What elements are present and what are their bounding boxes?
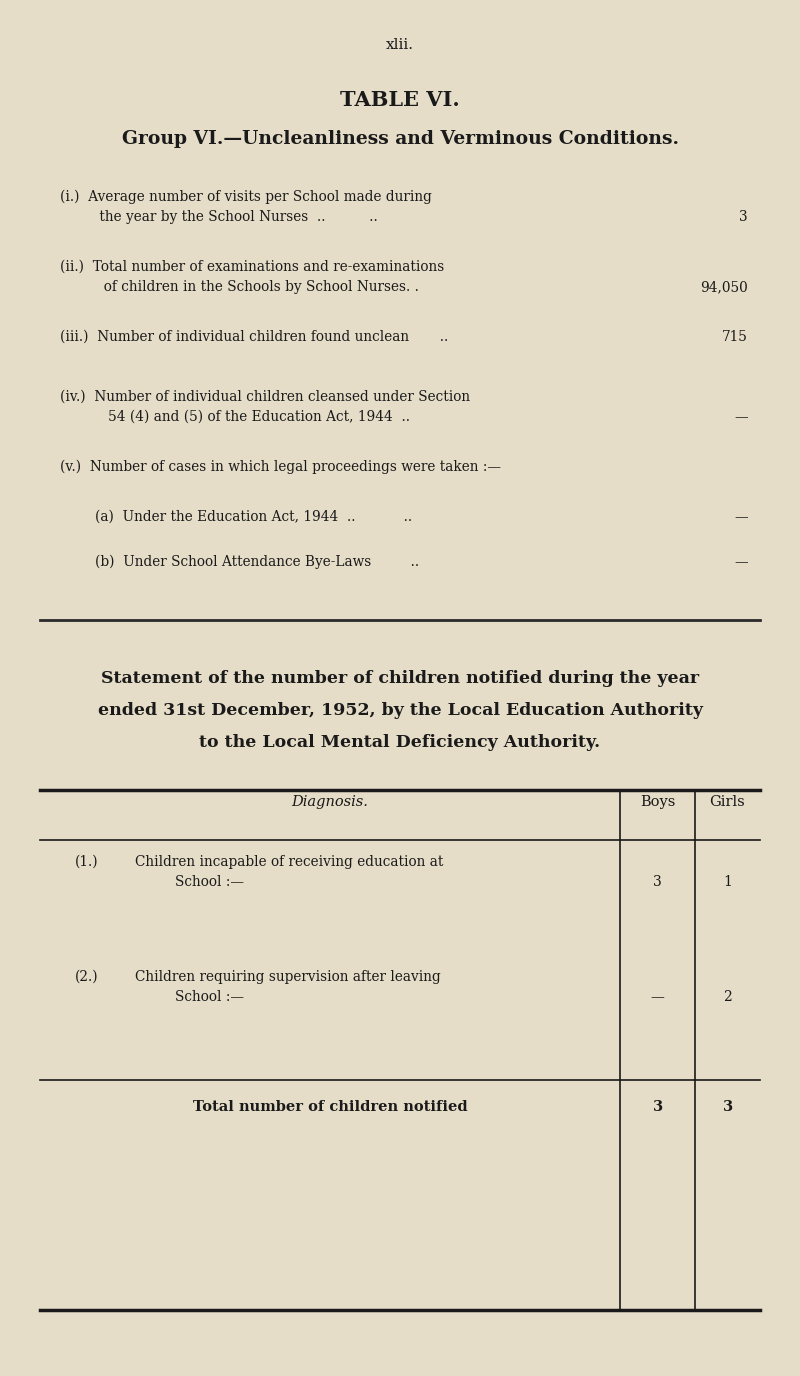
Text: —: — bbox=[650, 989, 665, 1004]
Text: School :—: School :— bbox=[175, 989, 244, 1004]
Text: of children in the Schools by School Nurses. .: of children in the Schools by School Nur… bbox=[60, 279, 419, 294]
Text: (v.)  Number of cases in which legal proceedings were taken :—: (v.) Number of cases in which legal proc… bbox=[60, 460, 501, 475]
Text: to the Local Mental Deficiency Authority.: to the Local Mental Deficiency Authority… bbox=[199, 733, 601, 751]
Text: Diagnosis.: Diagnosis. bbox=[291, 795, 369, 809]
Text: Girls: Girls bbox=[710, 795, 746, 809]
Text: Boys: Boys bbox=[640, 795, 675, 809]
Text: Children requiring supervision after leaving: Children requiring supervision after lea… bbox=[135, 970, 441, 984]
Text: 3: 3 bbox=[739, 211, 748, 224]
Text: ended 31st December, 1952, by the Local Education Authority: ended 31st December, 1952, by the Local … bbox=[98, 702, 702, 720]
Text: the year by the School Nurses  ..          ..: the year by the School Nurses .. .. bbox=[60, 211, 378, 224]
Text: Total number of children notified: Total number of children notified bbox=[193, 1099, 467, 1115]
Text: —: — bbox=[734, 510, 748, 524]
Text: (1.): (1.) bbox=[75, 854, 98, 870]
Text: (a)  Under the Education Act, 1944  ..           ..: (a) Under the Education Act, 1944 .. .. bbox=[60, 510, 412, 524]
Text: Statement of the number of children notified during the year: Statement of the number of children noti… bbox=[101, 670, 699, 687]
Text: 715: 715 bbox=[722, 330, 748, 344]
Text: 3: 3 bbox=[653, 875, 662, 889]
Text: (b)  Under School Attendance Bye-Laws         ..: (b) Under School Attendance Bye-Laws .. bbox=[60, 555, 419, 570]
Text: TABLE VI.: TABLE VI. bbox=[340, 89, 460, 110]
Text: xlii.: xlii. bbox=[386, 39, 414, 52]
Text: (i.)  Average number of visits per School made during: (i.) Average number of visits per School… bbox=[60, 190, 432, 205]
Text: Group VI.—Uncleanliness and Verminous Conditions.: Group VI.—Uncleanliness and Verminous Co… bbox=[122, 129, 678, 149]
Text: (2.): (2.) bbox=[75, 970, 98, 984]
Text: 2: 2 bbox=[723, 989, 732, 1004]
Text: (ii.)  Total number of examinations and re-examinations: (ii.) Total number of examinations and r… bbox=[60, 260, 444, 274]
Text: 54 (4) and (5) of the Education Act, 1944  ..: 54 (4) and (5) of the Education Act, 194… bbox=[60, 410, 410, 424]
Text: Children incapable of receiving education at: Children incapable of receiving educatio… bbox=[135, 854, 443, 870]
Text: 3: 3 bbox=[653, 1099, 662, 1115]
Text: (iii.)  Number of individual children found unclean       ..: (iii.) Number of individual children fou… bbox=[60, 330, 448, 344]
Text: (iv.)  Number of individual children cleansed under Section: (iv.) Number of individual children clea… bbox=[60, 389, 470, 405]
Text: School :—: School :— bbox=[175, 875, 244, 889]
Text: —: — bbox=[734, 555, 748, 570]
Text: 3: 3 bbox=[722, 1099, 733, 1115]
Text: —: — bbox=[734, 410, 748, 424]
Text: 1: 1 bbox=[723, 875, 732, 889]
Text: 94,050: 94,050 bbox=[700, 279, 748, 294]
